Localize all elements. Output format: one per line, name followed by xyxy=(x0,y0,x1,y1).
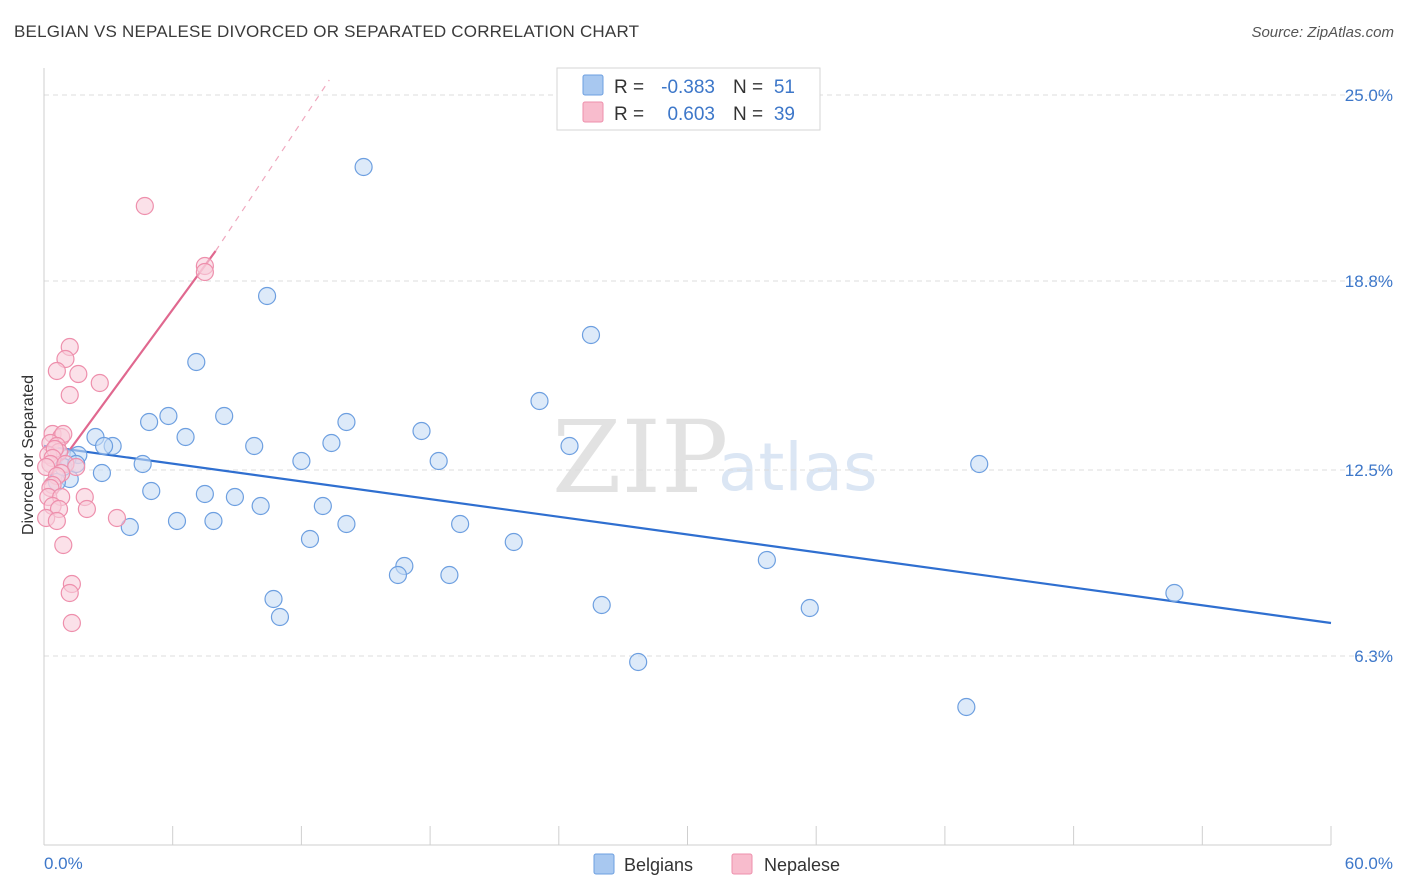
correlation-legend: R = -0.383 N = 51 R = 0.603 N = 39 xyxy=(556,67,821,131)
y-axis-label: Divorced or Separated xyxy=(20,375,37,535)
point-belgians-13 xyxy=(94,436,114,456)
point-nepalese-6 xyxy=(69,364,88,384)
legend-r-label-nepalese: R = xyxy=(614,104,644,125)
point-nepalese-5 xyxy=(47,361,66,381)
point-nepalese-34 xyxy=(47,511,66,531)
legend-swatch-belgians xyxy=(582,74,604,96)
point-belgians-8 xyxy=(337,412,356,432)
point-belgians-43 xyxy=(592,595,611,615)
point-belgians-35 xyxy=(300,529,320,549)
point-belgians-29 xyxy=(313,496,332,516)
point-belgians-5 xyxy=(159,406,178,426)
point-belgians-40 xyxy=(440,565,459,585)
point-belgians-7 xyxy=(140,412,159,432)
point-belgians-45 xyxy=(270,607,290,627)
point-belgians-31 xyxy=(204,511,223,531)
bottom-legend-swatch-nepalese xyxy=(731,853,753,875)
chart-title: BELGIAN VS NEPALESE DIVORCED OR SEPARATE… xyxy=(14,22,640,41)
legend-r-label-belgians: R = xyxy=(614,77,644,98)
trend-lines xyxy=(43,79,1332,625)
point-belgians-16 xyxy=(560,436,579,456)
legend-r-value-nepalese: 0.603 xyxy=(667,104,715,125)
legend-swatch-nepalese xyxy=(582,101,604,123)
legend-n-label-nepalese: N = xyxy=(733,104,763,125)
bottom-legend-label-nepalese: Nepalese xyxy=(764,855,840,875)
point-belgians-4 xyxy=(530,391,549,411)
point-belgians-41 xyxy=(1165,583,1184,603)
watermark-atlas: atlas xyxy=(718,429,878,506)
gridlines xyxy=(44,94,1393,657)
y-tick-label-3: 25.0% xyxy=(1345,86,1393,105)
bottom-legend-swatch-belgians xyxy=(593,853,615,875)
point-belgians-46 xyxy=(629,652,648,672)
legend-n-label-belgians: N = xyxy=(733,77,763,98)
legend-n-value-belgians: 51 xyxy=(774,77,795,98)
point-belgians-19 xyxy=(292,451,311,471)
point-belgians-21 xyxy=(970,454,989,474)
point-belgians-2 xyxy=(581,325,601,345)
point-belgians-28 xyxy=(251,496,270,516)
point-nepalese-32 xyxy=(107,508,127,528)
point-belgians-25 xyxy=(142,481,161,501)
x-ticks xyxy=(43,826,1332,845)
trend-line-belgians xyxy=(43,444,1332,625)
point-nepalese-2 xyxy=(195,262,214,282)
point-belgians-14 xyxy=(322,433,341,453)
point-belgians-3 xyxy=(187,352,206,372)
legend-n-value-nepalese: 39 xyxy=(774,104,795,125)
point-nepalese-7 xyxy=(90,373,109,393)
point-belgians-39 xyxy=(388,565,408,585)
trend-line-nepalese xyxy=(43,250,217,486)
series-legend: Belgians Nepalese xyxy=(593,853,840,875)
x-tick-label-right: 60.0% xyxy=(1345,854,1393,873)
x-tick-label-left: 0.0% xyxy=(44,854,83,873)
point-nepalese-0 xyxy=(135,196,154,216)
point-belgians-34 xyxy=(120,517,139,537)
point-nepalese-35 xyxy=(54,535,73,555)
point-belgians-6 xyxy=(215,406,234,426)
point-belgians-10 xyxy=(176,427,195,447)
watermark-zip: ZIP xyxy=(552,399,728,516)
point-nepalese-31 xyxy=(77,499,97,519)
legend-r-value-belgians: -0.383 xyxy=(661,77,715,98)
y-tick-labels: 6.3% 12.5% 18.8% 25.0% xyxy=(1345,86,1393,666)
point-belgians-44 xyxy=(800,598,819,618)
point-belgians-27 xyxy=(225,487,245,507)
trend-extension-nepalese xyxy=(215,79,330,252)
point-belgians-47 xyxy=(957,697,976,717)
point-belgians-26 xyxy=(195,484,214,504)
point-belgians-22 xyxy=(133,454,152,474)
point-belgians-23 xyxy=(92,463,112,483)
point-belgians-37 xyxy=(757,550,776,570)
source-label: Source: ZipAtlas.com xyxy=(1251,24,1394,41)
point-belgians-30 xyxy=(167,511,187,531)
bottom-legend-label-belgians: Belgians xyxy=(624,855,693,875)
point-nepalese-38 xyxy=(62,613,81,633)
point-belgians-36 xyxy=(504,532,523,552)
point-belgians-0 xyxy=(354,157,373,177)
point-belgians-20 xyxy=(429,451,448,471)
point-belgians-9 xyxy=(412,421,431,441)
point-nepalese-37 xyxy=(60,583,79,603)
y-tick-label-1: 12.5% xyxy=(1345,461,1393,480)
point-belgians-42 xyxy=(264,589,283,609)
point-belgians-33 xyxy=(451,514,470,534)
y-tick-label-2: 18.8% xyxy=(1345,272,1393,291)
y-tick-label-0: 6.3% xyxy=(1354,647,1393,666)
point-belgians-32 xyxy=(337,514,356,534)
data-points xyxy=(37,157,1184,717)
point-nepalese-8 xyxy=(60,385,79,405)
point-belgians-1 xyxy=(257,286,277,306)
point-belgians-15 xyxy=(245,436,264,456)
